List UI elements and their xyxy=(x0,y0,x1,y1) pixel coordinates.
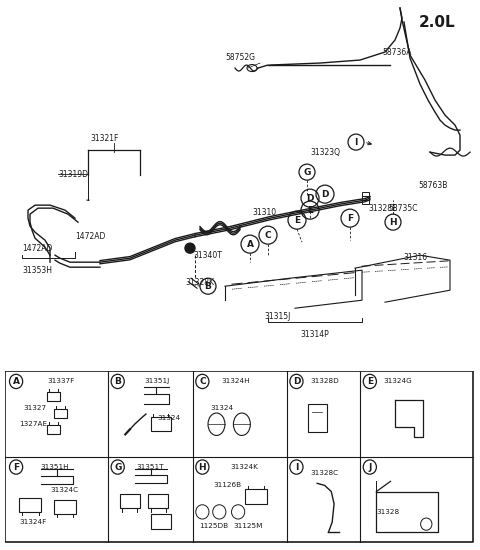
Text: 31314P: 31314P xyxy=(300,330,329,339)
Text: 31324H: 31324H xyxy=(221,378,250,384)
Text: 31324C: 31324C xyxy=(50,487,78,493)
Text: 31340T: 31340T xyxy=(193,251,222,260)
Text: 31324: 31324 xyxy=(210,405,233,411)
Text: 2.0L: 2.0L xyxy=(419,15,455,30)
Text: D: D xyxy=(293,377,300,386)
Text: E: E xyxy=(307,206,313,214)
Text: A: A xyxy=(12,377,20,386)
Text: 1472AD: 1472AD xyxy=(22,244,52,252)
Text: 31351H: 31351H xyxy=(40,464,69,470)
Text: 31328D: 31328D xyxy=(311,378,339,384)
Text: 31324K: 31324K xyxy=(230,464,258,470)
Text: G: G xyxy=(303,168,311,177)
Text: 31327: 31327 xyxy=(24,405,47,411)
Text: 31324: 31324 xyxy=(157,415,180,421)
Text: 31324F: 31324F xyxy=(19,519,46,525)
Text: 1472AD: 1472AD xyxy=(75,232,106,241)
Text: 31351J: 31351J xyxy=(144,378,169,384)
Text: I: I xyxy=(354,138,358,147)
Text: 31328E: 31328E xyxy=(368,204,397,213)
Text: 58752G: 58752G xyxy=(225,53,255,62)
Text: H: H xyxy=(389,218,397,227)
Text: E: E xyxy=(294,216,300,224)
Text: C: C xyxy=(199,377,206,386)
Text: 31319D: 31319D xyxy=(58,169,88,179)
Text: H: H xyxy=(199,463,206,471)
Text: 31323Q: 31323Q xyxy=(310,147,340,157)
Text: 31321F: 31321F xyxy=(90,134,119,143)
Text: B: B xyxy=(114,377,121,386)
Text: D: D xyxy=(306,194,314,202)
Text: E: E xyxy=(367,377,373,386)
Text: G: G xyxy=(114,463,121,471)
Text: 31316: 31316 xyxy=(403,253,427,262)
Text: 31337F: 31337F xyxy=(47,378,74,384)
Text: 58735C: 58735C xyxy=(388,204,418,213)
Text: D: D xyxy=(321,190,329,199)
Text: 31328C: 31328C xyxy=(311,470,339,476)
Text: F: F xyxy=(347,213,353,223)
Text: 58736A: 58736A xyxy=(382,48,411,57)
Ellipse shape xyxy=(247,64,257,72)
Text: A: A xyxy=(247,240,253,249)
Text: I: I xyxy=(295,463,298,471)
Text: 31315J: 31315J xyxy=(265,312,291,321)
Text: 31328: 31328 xyxy=(376,509,399,515)
Text: B: B xyxy=(204,282,211,291)
Text: F: F xyxy=(13,463,19,471)
Text: 31351T: 31351T xyxy=(136,464,164,470)
Text: 31310: 31310 xyxy=(252,208,276,217)
Text: 58763B: 58763B xyxy=(418,180,447,190)
Circle shape xyxy=(185,243,195,253)
Text: C: C xyxy=(264,230,271,240)
Text: 31126B: 31126B xyxy=(214,482,242,488)
Text: 31324G: 31324G xyxy=(383,378,412,384)
Text: 31125M: 31125M xyxy=(233,523,263,529)
Text: 1327AE: 1327AE xyxy=(19,421,47,427)
Text: 31353H: 31353H xyxy=(22,266,52,274)
Text: 1125DB: 1125DB xyxy=(200,523,228,529)
Text: J: J xyxy=(368,463,372,471)
Text: 31328K: 31328K xyxy=(185,278,214,287)
